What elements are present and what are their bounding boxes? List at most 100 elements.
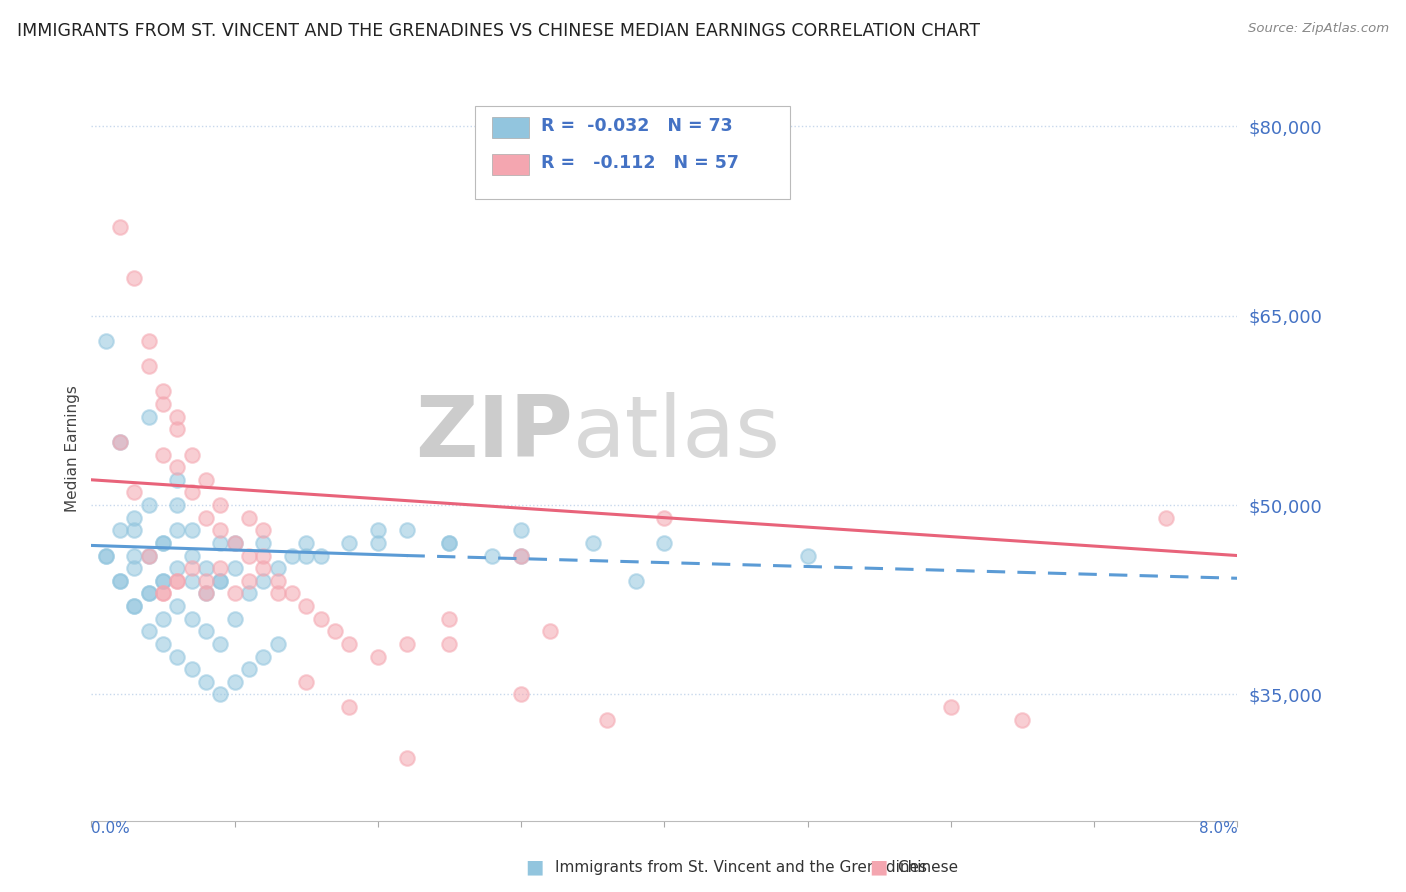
Point xyxy=(252,574,274,588)
Point xyxy=(124,485,146,500)
Point xyxy=(395,637,418,651)
Text: R =  -0.032   N = 73: R = -0.032 N = 73 xyxy=(540,117,733,135)
Point xyxy=(194,586,217,600)
Point xyxy=(266,637,288,651)
Point xyxy=(367,649,389,664)
Point xyxy=(138,586,160,600)
Point xyxy=(194,561,217,575)
Point xyxy=(209,637,232,651)
Point xyxy=(152,637,174,651)
Point xyxy=(108,574,131,588)
Point xyxy=(180,448,202,462)
Point xyxy=(652,510,675,524)
Point xyxy=(124,561,146,575)
Point xyxy=(138,549,160,563)
Point xyxy=(209,536,232,550)
Point xyxy=(166,422,188,436)
Point xyxy=(295,549,318,563)
Text: ■: ■ xyxy=(524,857,544,877)
Text: ■: ■ xyxy=(869,857,889,877)
Point xyxy=(94,334,117,348)
Point xyxy=(124,599,146,613)
Point xyxy=(194,574,217,588)
Point xyxy=(108,574,131,588)
Point xyxy=(138,549,160,563)
Point xyxy=(510,549,533,563)
Point xyxy=(108,523,131,537)
Text: 0.0%: 0.0% xyxy=(91,821,131,836)
Point xyxy=(166,561,188,575)
Point xyxy=(238,574,260,588)
Point xyxy=(166,523,188,537)
Point xyxy=(510,549,533,563)
Point xyxy=(596,713,619,727)
Point xyxy=(194,586,217,600)
Point xyxy=(94,549,117,563)
Point xyxy=(266,574,288,588)
Point xyxy=(152,574,174,588)
Point xyxy=(1154,510,1177,524)
Point xyxy=(439,536,461,550)
Point xyxy=(238,662,260,676)
Point xyxy=(152,536,174,550)
Text: Source: ZipAtlas.com: Source: ZipAtlas.com xyxy=(1249,22,1389,36)
Point xyxy=(209,574,232,588)
Point xyxy=(194,674,217,689)
Point xyxy=(180,485,202,500)
Point xyxy=(152,574,174,588)
Text: atlas: atlas xyxy=(572,392,780,475)
Point xyxy=(138,359,160,374)
Point xyxy=(138,624,160,639)
Point xyxy=(108,434,131,449)
Point xyxy=(180,662,202,676)
Point xyxy=(152,586,174,600)
Text: 8.0%: 8.0% xyxy=(1198,821,1237,836)
Point xyxy=(166,649,188,664)
Point xyxy=(481,549,503,563)
Point xyxy=(138,498,160,512)
Point xyxy=(538,624,561,639)
Point xyxy=(152,536,174,550)
Point xyxy=(295,674,318,689)
Point xyxy=(510,687,533,701)
Text: Immigrants from St. Vincent and the Grenadines: Immigrants from St. Vincent and the Gren… xyxy=(555,860,928,874)
Point xyxy=(124,523,146,537)
Point xyxy=(252,649,274,664)
Point xyxy=(209,523,232,537)
FancyBboxPatch shape xyxy=(492,154,529,175)
Point xyxy=(152,448,174,462)
Text: Chinese: Chinese xyxy=(897,860,957,874)
Point xyxy=(138,409,160,424)
Point xyxy=(180,612,202,626)
Point xyxy=(295,599,318,613)
Point xyxy=(652,536,675,550)
Point xyxy=(124,270,146,285)
Point xyxy=(238,586,260,600)
Point xyxy=(166,574,188,588)
Text: R =   -0.112   N = 57: R = -0.112 N = 57 xyxy=(540,154,738,172)
Point xyxy=(337,536,360,550)
Point xyxy=(180,574,202,588)
Point xyxy=(252,523,274,537)
Point xyxy=(224,536,246,550)
Point xyxy=(582,536,605,550)
Text: IMMIGRANTS FROM ST. VINCENT AND THE GRENADINES VS CHINESE MEDIAN EARNINGS CORREL: IMMIGRANTS FROM ST. VINCENT AND THE GREN… xyxy=(17,22,980,40)
Point xyxy=(108,220,131,235)
Point xyxy=(152,612,174,626)
Point xyxy=(281,549,304,563)
Point xyxy=(166,498,188,512)
Point xyxy=(510,523,533,537)
Point xyxy=(309,549,332,563)
Point xyxy=(94,549,117,563)
Point xyxy=(224,674,246,689)
Point xyxy=(252,536,274,550)
Point xyxy=(796,549,818,563)
Point xyxy=(939,700,962,714)
Point xyxy=(124,599,146,613)
Point xyxy=(238,549,260,563)
FancyBboxPatch shape xyxy=(492,117,529,137)
Point xyxy=(337,637,360,651)
Point xyxy=(166,473,188,487)
Point xyxy=(108,434,131,449)
Point xyxy=(337,700,360,714)
